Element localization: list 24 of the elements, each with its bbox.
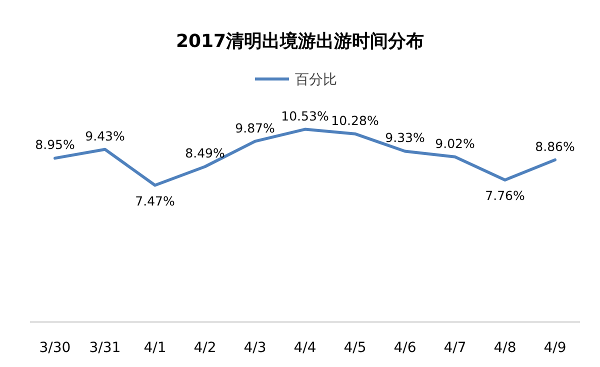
x-tick-label: 4/1 <box>144 340 166 356</box>
x-tick-label: 4/7 <box>444 340 466 356</box>
x-tick-label: 3/31 <box>89 340 121 356</box>
x-tick-label: 3/30 <box>39 340 71 356</box>
chart-title: 2017清明出境游出游时间分布 <box>176 31 424 52</box>
data-label: 8.95% <box>35 137 75 152</box>
data-label: 7.76% <box>485 188 525 203</box>
x-tick-label: 4/6 <box>394 340 416 356</box>
x-tick-label: 4/4 <box>294 340 316 356</box>
x-tick-label: 4/5 <box>344 340 366 356</box>
data-label: 8.49% <box>185 146 225 161</box>
data-label: 9.02% <box>435 136 475 151</box>
data-label: 10.53% <box>281 108 329 124</box>
data-label: 9.43% <box>85 128 125 144</box>
x-tick-label: 4/3 <box>244 340 266 356</box>
data-label: 8.86% <box>535 138 575 154</box>
x-tick-label: 4/8 <box>494 340 516 356</box>
x-tick-label: 4/9 <box>544 340 566 356</box>
data-label: 7.47% <box>135 193 175 208</box>
data-label: 9.87% <box>235 120 275 136</box>
data-label: 9.33% <box>385 130 425 146</box>
x-tick-label: 4/2 <box>194 340 216 356</box>
data-label: 10.28% <box>331 112 379 128</box>
legend-label: 百分比 <box>295 72 337 88</box>
